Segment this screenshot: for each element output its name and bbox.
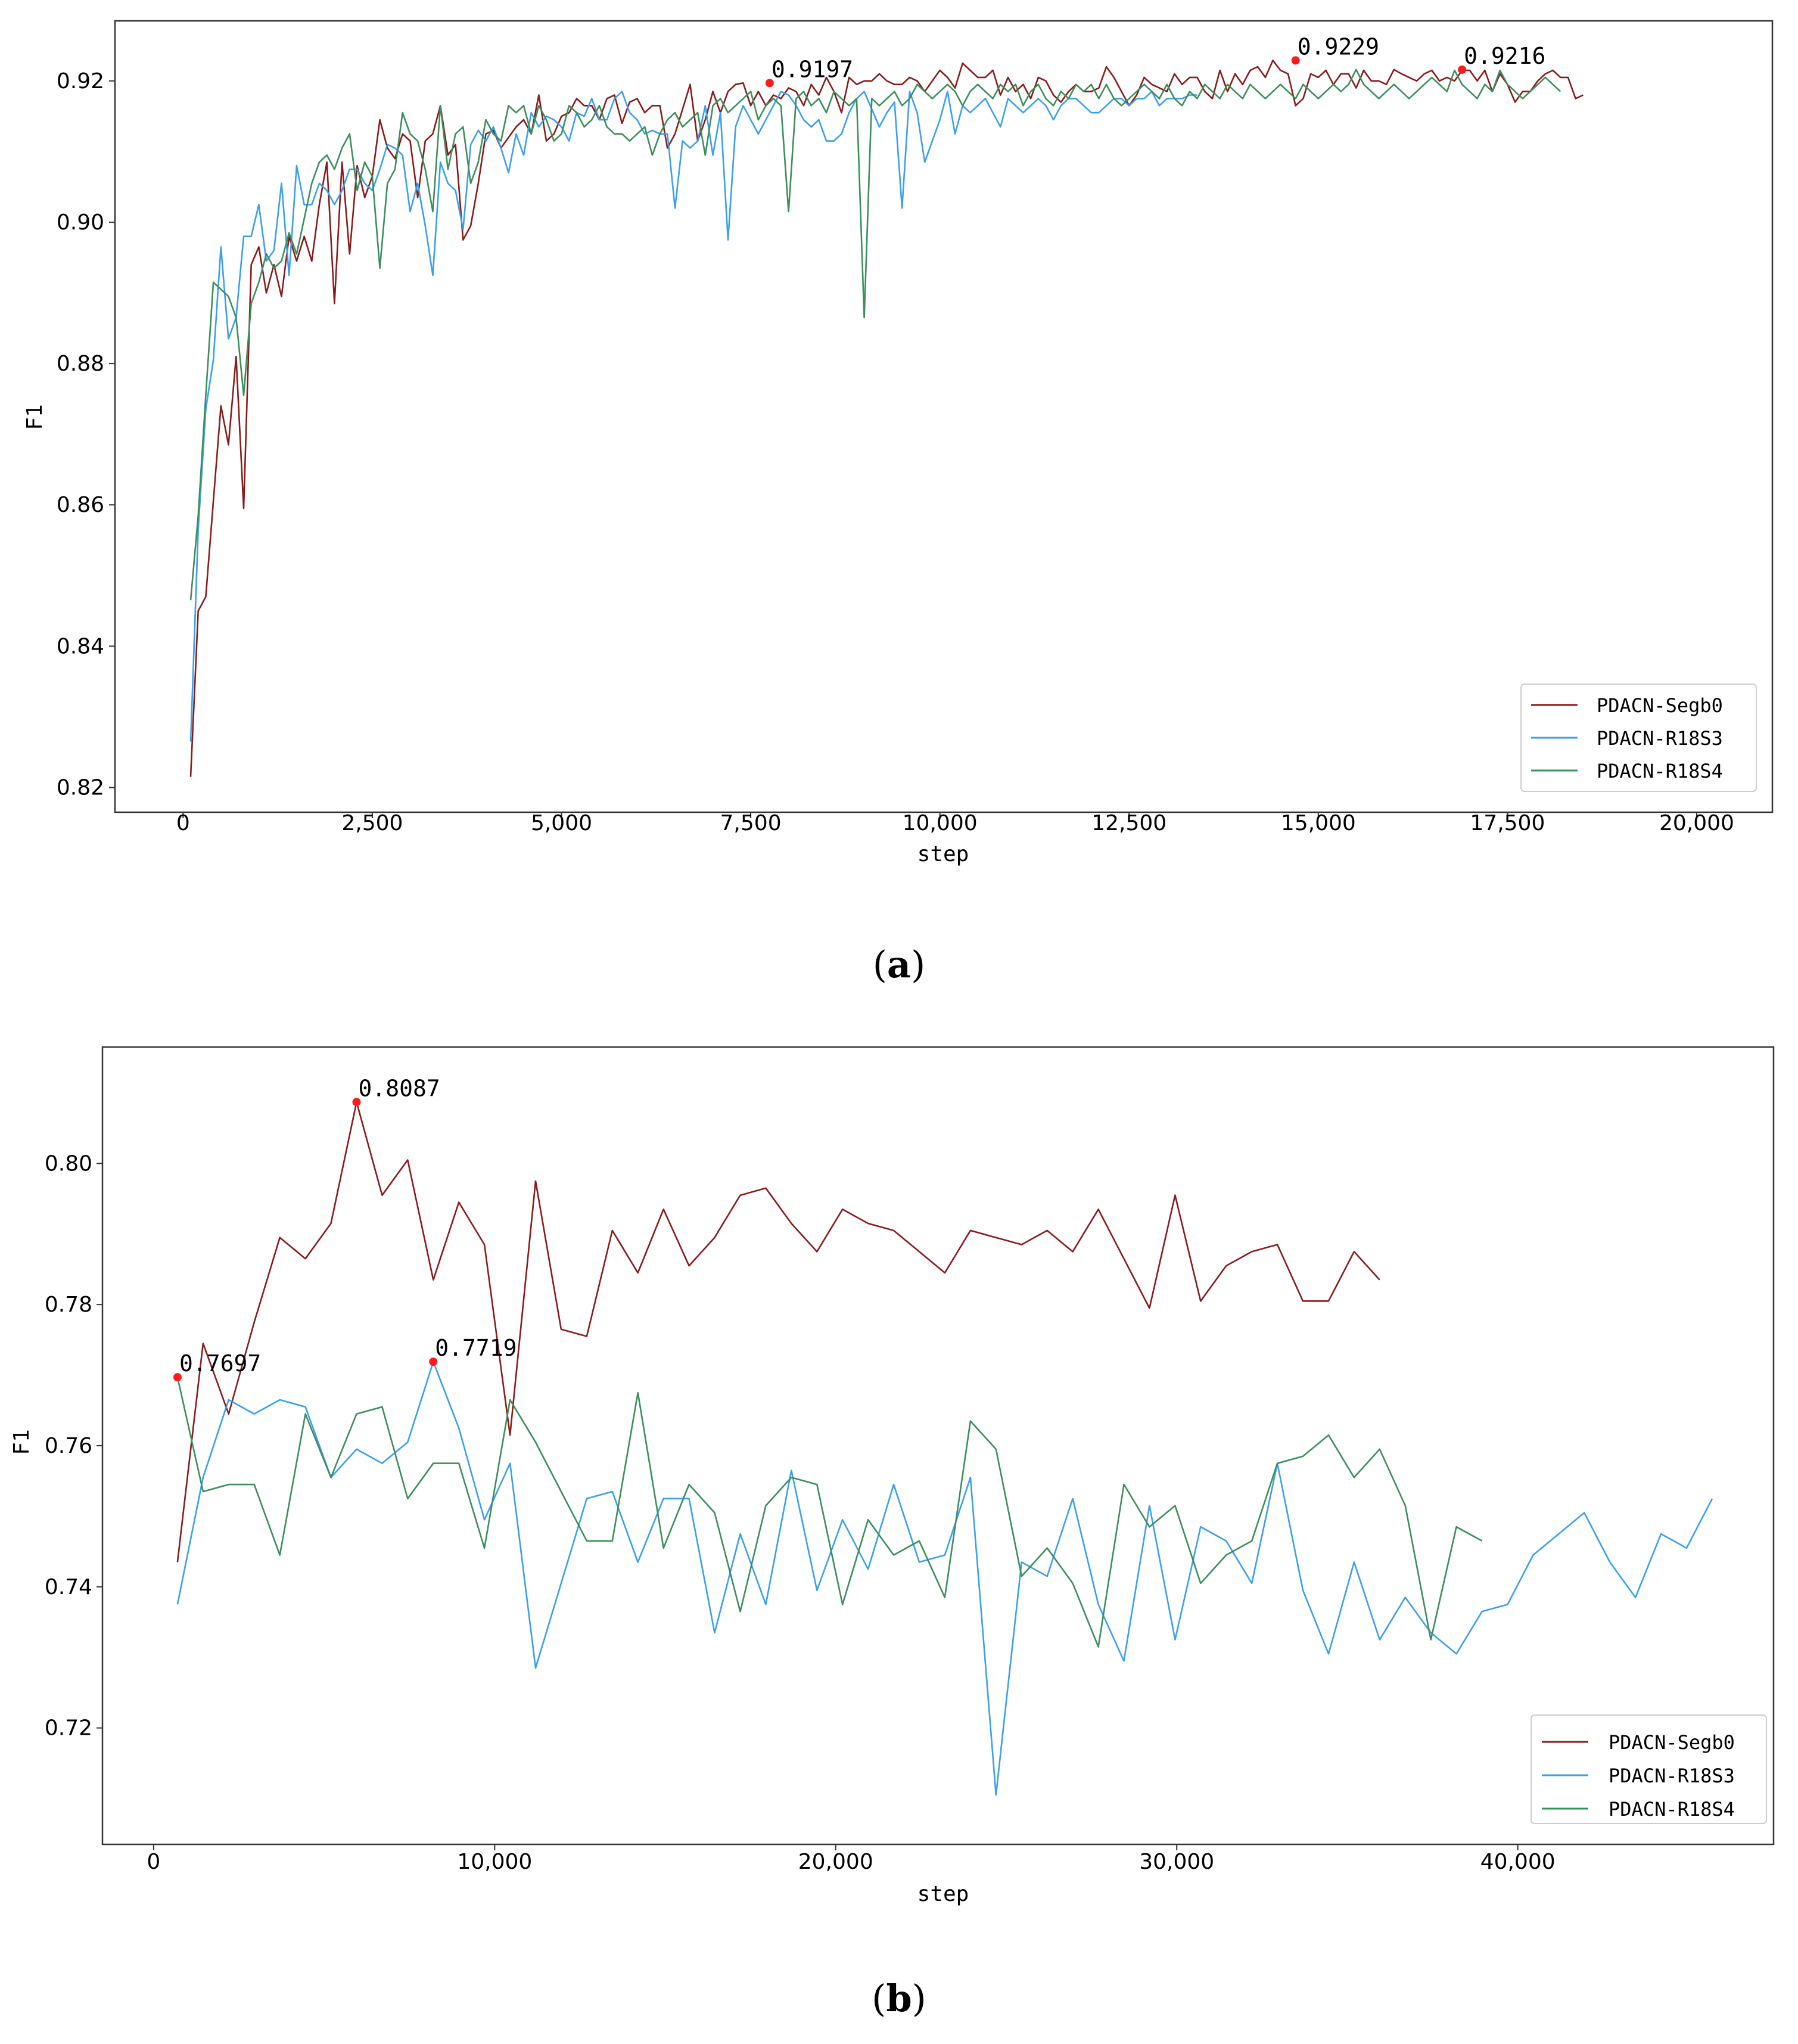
annotation-label-b: 0.7697 bbox=[179, 1350, 261, 1377]
x-tick-label-a: 7,500 bbox=[720, 811, 782, 835]
y-tick-label-a: 0.84 bbox=[57, 634, 104, 658]
chart-panel-b: 0 10,000 20,000 30,000 40,000 0.72 0.74 0.76 0.7… bbox=[10, 1046, 1775, 1906]
annotation-label-b: 0.7719 bbox=[435, 1335, 517, 1361]
x-axis-label-b: step bbox=[917, 1882, 969, 1906]
x-tick-label-b: 0 bbox=[147, 1850, 160, 1874]
legend-a: PDACN-Segb0 PDACN-R18S3 PDACN-R18S4 bbox=[1520, 684, 1757, 792]
plot-frame-a bbox=[114, 20, 1774, 813]
annotation-marker-b bbox=[173, 1373, 182, 1382]
y-tick-label-b: 0.72 bbox=[45, 1716, 92, 1741]
axis-ticks-b: 0 10,000 20,000 30,000 40,000 0.72 0.74 0.76 0.7… bbox=[45, 1151, 1556, 1874]
x-tick-label-a: 0 bbox=[176, 811, 190, 835]
annotation-marker-b bbox=[429, 1358, 438, 1366]
legend-box-b bbox=[1531, 1714, 1767, 1824]
legend-label-segb0-a: PDACN-Segb0 bbox=[1597, 694, 1723, 717]
series-line-pdacn-segb0-a bbox=[189, 60, 1584, 777]
x-axis-label-a: step bbox=[917, 842, 969, 866]
annotation-label-a: 0.9197 bbox=[772, 56, 853, 82]
x-tick-label-a: 20,000 bbox=[1659, 811, 1734, 835]
x-tick-label-a: 5,000 bbox=[531, 811, 592, 835]
series-line-pdacn-r18s3-a bbox=[189, 91, 1197, 742]
x-tick-label-b: 40,000 bbox=[1480, 1850, 1556, 1874]
annotation-marker-b bbox=[352, 1098, 361, 1107]
series-line-pdacn-r18s4-a bbox=[189, 69, 1561, 601]
legend-box-a bbox=[1520, 684, 1757, 792]
legend-b: PDACN-Segb0 PDACN-R18S3 PDACN-R18S4 bbox=[1531, 1714, 1767, 1824]
y-axis-label-a: F1 bbox=[23, 404, 47, 430]
caption-b: (b) bbox=[872, 1977, 926, 2020]
legend-label-segb0-b: PDACN-Segb0 bbox=[1609, 1731, 1735, 1754]
x-tick-label-a: 15,000 bbox=[1281, 811, 1356, 835]
y-tick-label-a: 0.90 bbox=[57, 210, 104, 235]
y-tick-label-b: 0.80 bbox=[45, 1151, 92, 1176]
y-axis-label-b: F1 bbox=[10, 1429, 34, 1455]
y-tick-label-a: 0.82 bbox=[57, 776, 104, 800]
legend-label-r18s3-a: PDACN-R18S3 bbox=[1597, 727, 1723, 750]
legend-label-r18s3-b: PDACN-R18S3 bbox=[1609, 1765, 1735, 1787]
x-tick-label-b: 10,000 bbox=[457, 1850, 532, 1874]
x-tick-label-a: 2,500 bbox=[341, 811, 403, 835]
y-tick-label-a: 0.88 bbox=[57, 352, 104, 376]
x-tick-label-b: 30,000 bbox=[1139, 1850, 1214, 1874]
series-line-pdacn-r18s4-b bbox=[176, 1377, 1483, 1648]
x-tick-label-b: 20,000 bbox=[798, 1850, 873, 1874]
chart-panel-a: 0 2,500 5,000 7,500 10,000 12,500 15,000 17,500… bbox=[23, 20, 1774, 866]
series-lines-b bbox=[176, 1101, 1713, 1796]
annotation-label-b: 0.8087 bbox=[358, 1075, 440, 1101]
legend-label-r18s4-b: PDACN-R18S4 bbox=[1609, 1798, 1735, 1821]
y-tick-label-a: 0.92 bbox=[57, 69, 104, 94]
y-tick-label-a: 0.86 bbox=[57, 493, 104, 517]
caption-a: (a) bbox=[873, 943, 926, 986]
annotation-marker-a bbox=[1458, 65, 1467, 74]
annotations-a: 0.9197 0.9229 0.9216 bbox=[765, 33, 1545, 88]
annotations-b: 0.7697 0.8087 0.7719 bbox=[173, 1075, 517, 1382]
series-lines-a bbox=[189, 60, 1584, 777]
series-line-pdacn-r18s3-b bbox=[176, 1360, 1713, 1796]
x-tick-label-a: 10,000 bbox=[903, 811, 978, 835]
annotation-label-a: 0.9216 bbox=[1464, 43, 1545, 69]
annotation-marker-a bbox=[765, 79, 774, 88]
x-tick-label-a: 17,500 bbox=[1470, 811, 1545, 835]
series-line-pdacn-segb0-b bbox=[176, 1101, 1380, 1562]
annotation-label-a: 0.9229 bbox=[1298, 33, 1379, 60]
x-tick-label-a: 12,500 bbox=[1091, 811, 1166, 835]
y-tick-label-b: 0.76 bbox=[45, 1434, 92, 1458]
y-tick-label-b: 0.78 bbox=[45, 1293, 92, 1317]
axis-ticks-a: 0 2,500 5,000 7,500 10,000 12,500 15,000 17,500… bbox=[57, 69, 1734, 835]
plot-frame-b bbox=[101, 1046, 1775, 1846]
legend-label-r18s4-a: PDACN-R18S4 bbox=[1597, 760, 1723, 782]
y-tick-label-b: 0.74 bbox=[45, 1575, 92, 1599]
annotation-marker-a bbox=[1291, 56, 1300, 65]
